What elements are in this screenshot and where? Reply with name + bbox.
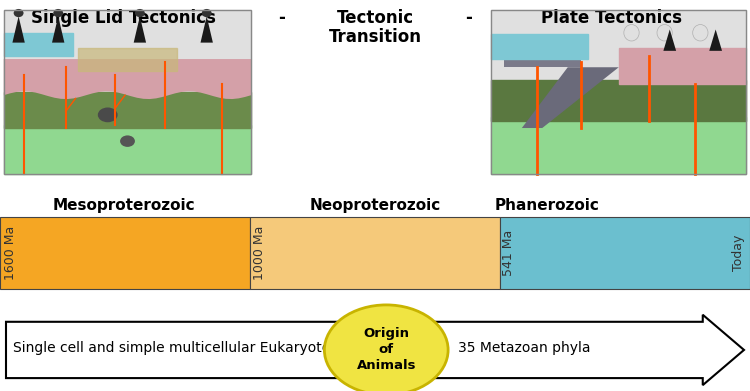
Ellipse shape <box>693 25 708 41</box>
Polygon shape <box>663 29 676 51</box>
Ellipse shape <box>120 135 135 147</box>
Ellipse shape <box>202 9 211 17</box>
Text: Phanerozoic: Phanerozoic <box>495 198 600 213</box>
Text: Plate Tectonics: Plate Tectonics <box>541 9 682 27</box>
Ellipse shape <box>53 9 63 17</box>
Text: Tectonic
Transition: Tectonic Transition <box>328 9 422 46</box>
Bar <box>491 10 746 174</box>
Text: Today: Today <box>732 235 745 271</box>
Polygon shape <box>134 16 146 43</box>
Bar <box>4 10 251 174</box>
Bar <box>491 117 746 174</box>
Bar <box>250 217 500 289</box>
Text: Single cell and simple multicellular Eukaryotes: Single cell and simple multicellular Euk… <box>13 341 338 355</box>
Polygon shape <box>522 67 619 128</box>
FancyArrow shape <box>6 315 744 385</box>
Bar <box>4 92 251 128</box>
Polygon shape <box>504 59 580 67</box>
Text: -: - <box>278 9 285 27</box>
Ellipse shape <box>324 305 448 391</box>
Bar <box>619 48 746 84</box>
Text: Origin
of
Animals: Origin of Animals <box>356 327 416 373</box>
Polygon shape <box>710 29 722 51</box>
Bar <box>4 33 73 56</box>
Polygon shape <box>13 16 25 43</box>
Bar <box>500 217 750 289</box>
Bar <box>491 34 588 59</box>
Polygon shape <box>52 16 64 43</box>
Ellipse shape <box>135 9 145 17</box>
Text: 1000 Ma: 1000 Ma <box>253 226 266 280</box>
Text: Mesoproterozoic: Mesoproterozoic <box>53 198 195 213</box>
Bar <box>0 217 250 289</box>
Text: Neoproterozoic: Neoproterozoic <box>309 198 441 213</box>
Bar <box>491 81 746 122</box>
Ellipse shape <box>624 25 639 41</box>
Polygon shape <box>4 59 251 99</box>
Polygon shape <box>200 16 213 43</box>
Text: 35 Metazoan phyla: 35 Metazoan phyla <box>458 341 590 355</box>
Ellipse shape <box>13 9 23 17</box>
Text: Single Lid Tectonics: Single Lid Tectonics <box>32 9 216 27</box>
Bar <box>491 10 746 174</box>
Bar <box>78 48 177 70</box>
Ellipse shape <box>98 108 118 122</box>
Bar <box>4 125 251 174</box>
Text: -: - <box>465 9 472 27</box>
Text: 541 Ma: 541 Ma <box>503 230 515 276</box>
Bar <box>4 10 251 174</box>
Ellipse shape <box>657 25 672 41</box>
Text: 1600 Ma: 1600 Ma <box>4 226 16 280</box>
